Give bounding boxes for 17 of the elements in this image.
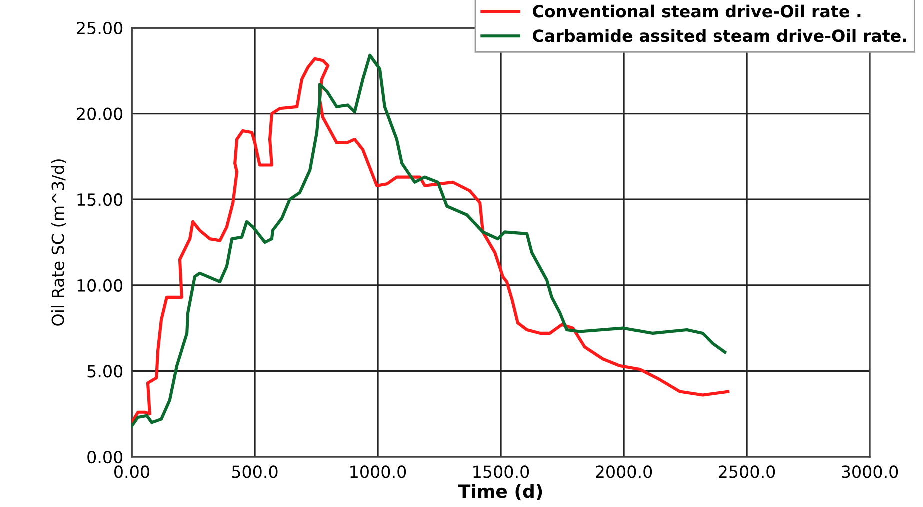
y-tick-label: 20.00	[77, 108, 123, 120]
y-axis-title: Oil Rate SC (m^3/d)	[51, 160, 66, 326]
y-tick-label: 5.00	[88, 365, 123, 378]
x-tick-label: 1000.0	[350, 466, 406, 478]
legend-label: Conventional steam drive-Oil rate .	[533, 4, 861, 18]
x-tick-label: 0.00	[114, 466, 150, 478]
legend-label: Carbamide assited steam drive-Oil rate.	[533, 29, 906, 42]
x-tick-label: 2000.0	[596, 466, 652, 478]
x-tick-label: 1500.0	[474, 466, 530, 478]
y-tick-label: 25.00	[77, 22, 123, 35]
x-axis-title: Time (d)	[458, 484, 542, 500]
y-tick-label: 15.00	[78, 194, 123, 206]
x-tick-label: 3000.0	[842, 466, 898, 478]
x-tick-label: 2500.0	[719, 466, 776, 478]
x-tick-label: 500.0	[232, 466, 278, 478]
y-tick-label: 0.00	[88, 450, 123, 464]
y-tick-label: 10.00	[78, 279, 123, 292]
